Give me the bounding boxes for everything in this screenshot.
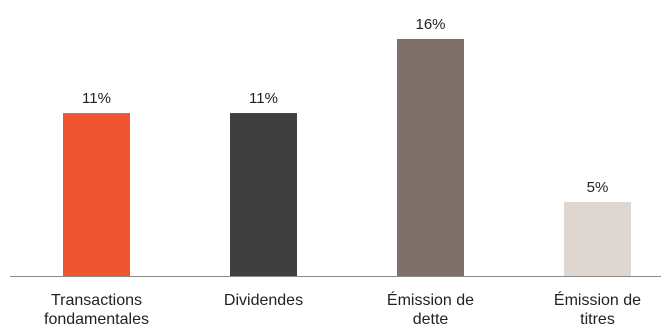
bar-1 — [63, 113, 130, 276]
category-label-1: Transactions fondamentales — [44, 292, 149, 328]
bar-4 — [564, 201, 631, 276]
data-label-1: 11% — [82, 90, 111, 107]
category-label-3: Émission de dette — [387, 290, 474, 328]
category-label-2: Dividendes — [224, 292, 303, 309]
bars-group — [63, 39, 631, 276]
category-label-4: Émission de titres — [554, 290, 641, 328]
category-labels-group: Transactions fondamentales Dividendes Émiss… — [44, 290, 641, 328]
data-labels-group: 11% 11% 16% 5% — [82, 16, 608, 196]
bar-3 — [397, 39, 464, 276]
data-label-4: 5% — [587, 179, 609, 196]
data-label-3: 16% — [415, 16, 445, 33]
bar-2 — [230, 113, 297, 276]
data-label-2: 11% — [249, 90, 278, 107]
